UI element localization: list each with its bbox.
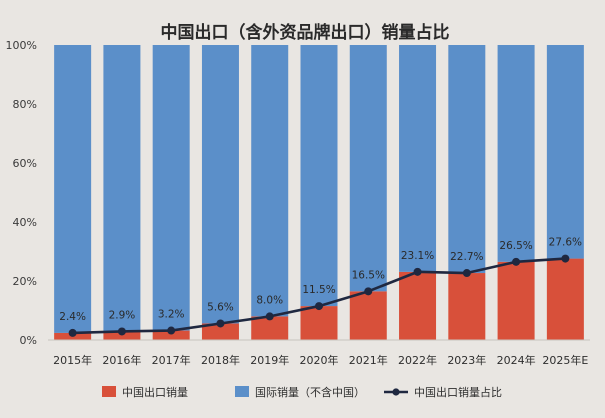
legend-label: 中国出口销量占比 [414, 385, 502, 399]
data-label: 8.0% [256, 294, 283, 306]
x-tick-label: 2021年 [349, 353, 388, 367]
bar-international [201, 45, 239, 324]
share-point [117, 327, 126, 336]
x-tick-label: 2015年 [53, 353, 92, 367]
legend-marker [392, 388, 400, 396]
bar-international [349, 45, 387, 292]
legend-label: 中国出口销量 [122, 385, 188, 399]
bar-international [448, 45, 486, 274]
share-point [561, 254, 570, 263]
share-point [265, 312, 274, 321]
y-tick-label: 20% [13, 275, 37, 288]
y-tick-label: 60% [13, 157, 37, 170]
bar-international [251, 45, 289, 317]
legend-label: 国际销量（不含中国） [255, 385, 365, 399]
share-point [512, 257, 521, 266]
data-label: 2.9% [109, 309, 136, 321]
x-tick-label: 2025年E [542, 353, 588, 367]
bars [54, 45, 584, 340]
bar-international [103, 45, 141, 332]
x-tick-label: 2016年 [102, 353, 141, 367]
legend-swatch [235, 386, 249, 397]
y-axis: 0% 20% 40% 60% 80% 100% [6, 39, 37, 347]
x-tick-label: 2018年 [201, 353, 240, 367]
bar-international [399, 45, 437, 272]
chart-title: 中国出口（含外资品牌出口）销量占比 [161, 22, 450, 43]
data-label: 16.5% [352, 269, 385, 281]
share-point [315, 302, 323, 311]
bar-international [546, 45, 584, 259]
share-point [216, 319, 225, 328]
bar-international [152, 45, 190, 331]
data-label: 11.5% [302, 284, 335, 296]
share-line-layer [68, 254, 570, 337]
x-tick-label: 2020年 [300, 353, 339, 367]
data-label: 22.7% [450, 251, 483, 263]
data-label: 3.2% [158, 309, 185, 321]
bar-international [54, 45, 92, 333]
x-tick-label: 2023年 [447, 353, 486, 367]
x-axis: 2015年 2016年 2017年 2018年 2019年 2020年 2021年 2022年… [48, 339, 590, 367]
bar-china-export [448, 273, 486, 340]
x-tick-label: 2017年 [152, 353, 191, 367]
bar-china-export [201, 323, 239, 340]
data-label: 2.4% [59, 311, 86, 323]
data-label: 27.6% [549, 237, 582, 249]
bar-international [300, 45, 338, 307]
bar-china-export [251, 316, 289, 340]
bar-china-export [546, 258, 584, 340]
legend: 中国出口销量 国际销量（不含中国） 中国出口销量占比 [102, 385, 502, 399]
bar-international [497, 45, 535, 262]
y-tick-label: 100% [6, 39, 37, 52]
bar-china-export [497, 261, 535, 340]
bar-china-export [399, 271, 437, 340]
bar-china-export [152, 330, 190, 340]
share-point [167, 326, 176, 335]
bar-china-export [349, 291, 387, 340]
share-point [462, 269, 471, 278]
legend-swatch [102, 386, 116, 397]
y-tick-label: 80% [13, 98, 37, 111]
share-point [68, 328, 77, 337]
x-tick-label: 2024年 [497, 353, 536, 367]
data-label: 26.5% [499, 240, 532, 252]
bar-china-export [103, 331, 141, 340]
data-label: 23.1% [401, 250, 434, 262]
share-point [413, 267, 422, 276]
data-label: 5.6% [207, 301, 234, 313]
y-tick-label: 40% [13, 216, 37, 229]
x-tick-label: 2022年 [398, 353, 437, 367]
share-point [364, 287, 373, 296]
data-labels: 2.4% 2.9% 3.2% 5.6% 8.0% 11.5% 16.5% 23.1% 22.7%… [59, 237, 582, 323]
y-tick-label: 0% [20, 334, 37, 347]
bar-china-export [300, 306, 338, 340]
x-tick-label: 2019年 [250, 353, 289, 367]
